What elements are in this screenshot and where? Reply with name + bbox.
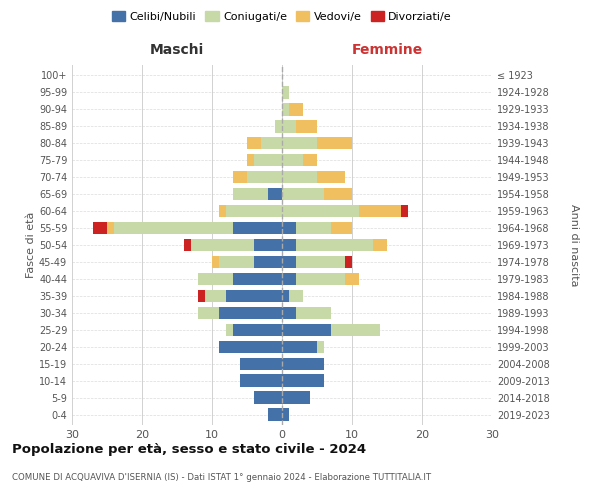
Bar bbox=[233, 170, 247, 183]
Bar bbox=[226, 290, 282, 302]
Bar bbox=[282, 120, 296, 132]
Bar bbox=[296, 306, 331, 320]
Bar bbox=[219, 340, 282, 353]
Bar bbox=[324, 188, 352, 200]
Bar bbox=[226, 324, 233, 336]
Bar bbox=[331, 222, 352, 234]
Bar bbox=[205, 290, 226, 302]
Bar bbox=[282, 408, 289, 421]
Bar bbox=[219, 204, 226, 218]
Bar bbox=[289, 103, 303, 116]
Bar bbox=[226, 204, 282, 218]
Bar bbox=[240, 358, 282, 370]
Bar bbox=[184, 238, 191, 252]
Text: Femmine: Femmine bbox=[352, 42, 422, 56]
Bar bbox=[282, 290, 289, 302]
Bar bbox=[282, 204, 359, 218]
Bar bbox=[296, 238, 373, 252]
Bar bbox=[247, 154, 254, 166]
Text: COMUNE DI ACQUAVIVA D'ISERNIA (IS) - Dati ISTAT 1° gennaio 2024 - Elaborazione T: COMUNE DI ACQUAVIVA D'ISERNIA (IS) - Dat… bbox=[12, 472, 431, 482]
Text: Popolazione per età, sesso e stato civile - 2024: Popolazione per età, sesso e stato civil… bbox=[12, 442, 366, 456]
Bar bbox=[282, 374, 324, 387]
Bar bbox=[254, 256, 282, 268]
Bar bbox=[282, 272, 296, 285]
Bar bbox=[114, 222, 233, 234]
Bar bbox=[233, 272, 282, 285]
Bar bbox=[282, 222, 296, 234]
Bar bbox=[296, 272, 345, 285]
Bar bbox=[282, 306, 296, 320]
Y-axis label: Anni di nascita: Anni di nascita bbox=[569, 204, 579, 286]
Bar bbox=[240, 374, 282, 387]
Bar bbox=[282, 188, 324, 200]
Bar bbox=[107, 222, 114, 234]
Bar bbox=[233, 222, 282, 234]
Bar bbox=[282, 86, 289, 99]
Bar bbox=[198, 290, 205, 302]
Bar bbox=[359, 204, 401, 218]
Y-axis label: Fasce di età: Fasce di età bbox=[26, 212, 36, 278]
Bar bbox=[317, 340, 324, 353]
Legend: Celibi/Nubili, Coniugati/e, Vedovi/e, Divorziati/e: Celibi/Nubili, Coniugati/e, Vedovi/e, Di… bbox=[109, 8, 455, 25]
Bar bbox=[282, 154, 303, 166]
Bar bbox=[219, 306, 282, 320]
Bar bbox=[401, 204, 408, 218]
Bar bbox=[233, 188, 268, 200]
Bar bbox=[219, 256, 254, 268]
Bar bbox=[282, 136, 317, 149]
Bar bbox=[261, 136, 282, 149]
Bar bbox=[268, 408, 282, 421]
Bar bbox=[247, 170, 282, 183]
Bar bbox=[282, 256, 296, 268]
Bar bbox=[282, 392, 310, 404]
Bar bbox=[282, 340, 317, 353]
Bar bbox=[345, 272, 359, 285]
Bar bbox=[296, 222, 331, 234]
Bar bbox=[198, 272, 233, 285]
Bar bbox=[268, 188, 282, 200]
Bar bbox=[317, 170, 345, 183]
Bar bbox=[93, 222, 107, 234]
Bar bbox=[282, 238, 296, 252]
Bar bbox=[303, 154, 317, 166]
Bar bbox=[296, 120, 317, 132]
Bar bbox=[345, 256, 352, 268]
Bar bbox=[247, 136, 261, 149]
Bar bbox=[191, 238, 254, 252]
Bar bbox=[317, 136, 352, 149]
Bar bbox=[254, 238, 282, 252]
Bar bbox=[198, 306, 219, 320]
Bar bbox=[289, 290, 303, 302]
Bar bbox=[373, 238, 387, 252]
Bar bbox=[331, 324, 380, 336]
Bar bbox=[282, 324, 331, 336]
Bar bbox=[212, 256, 219, 268]
Bar bbox=[233, 324, 282, 336]
Bar bbox=[282, 358, 324, 370]
Bar bbox=[254, 154, 282, 166]
Bar bbox=[282, 103, 289, 116]
Text: Maschi: Maschi bbox=[150, 42, 204, 56]
Bar bbox=[254, 392, 282, 404]
Bar bbox=[275, 120, 282, 132]
Bar bbox=[296, 256, 345, 268]
Bar bbox=[282, 170, 317, 183]
